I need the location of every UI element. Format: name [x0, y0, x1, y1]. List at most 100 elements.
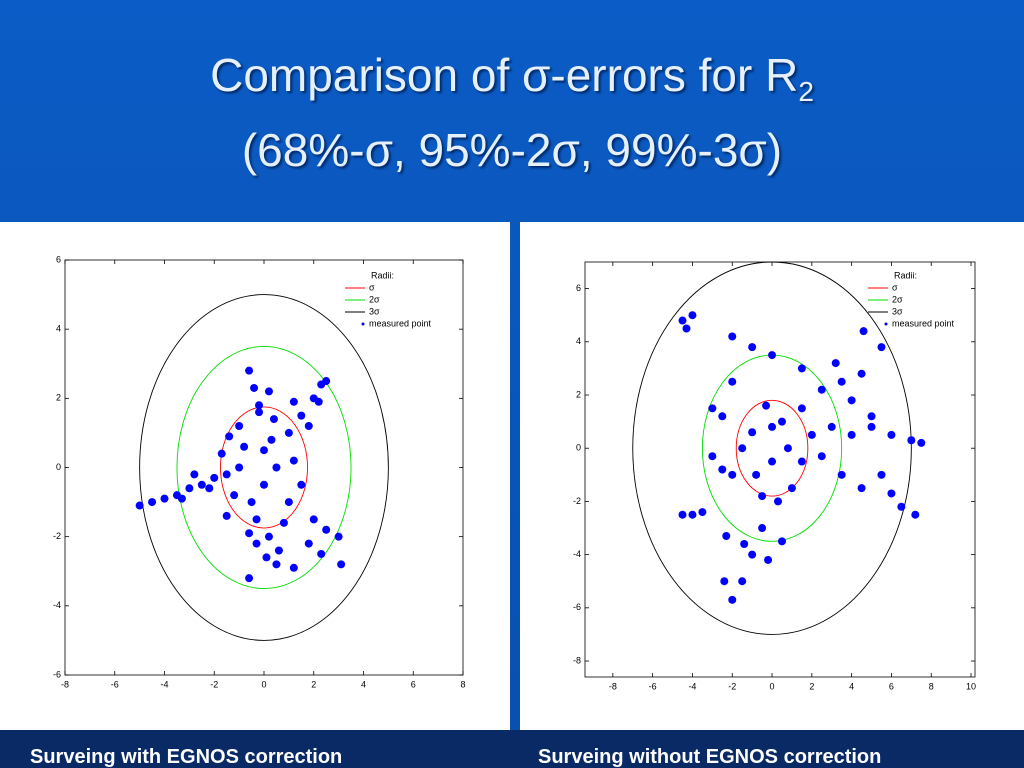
measured-point: [262, 553, 271, 562]
legend-swatch: [361, 322, 365, 326]
measured-point: [264, 532, 273, 541]
measured-point: [177, 494, 186, 503]
measured-point: [309, 515, 318, 524]
measured-point: [728, 377, 737, 386]
measured-point: [877, 343, 886, 352]
measured-point: [289, 397, 298, 406]
measured-point: [857, 484, 866, 493]
measured-point: [797, 457, 806, 466]
y-tick-label: -2: [53, 531, 61, 541]
measured-point: [210, 473, 219, 482]
slide-title: Comparison of σ-errors for R2 (68%-σ, 95…: [0, 46, 1024, 179]
measured-point: [235, 463, 244, 472]
measured-point: [708, 404, 717, 413]
measured-point: [867, 422, 876, 431]
y-tick-label: -2: [573, 496, 581, 506]
measured-point: [748, 428, 757, 437]
measured-point: [722, 532, 731, 541]
measured-point: [907, 436, 916, 445]
measured-point: [322, 377, 331, 386]
measured-point: [698, 508, 707, 517]
measured-point: [135, 501, 144, 510]
measured-point: [682, 324, 691, 333]
measured-point: [272, 560, 281, 569]
measured-point: [197, 480, 206, 489]
caption: Surveing with EGNOS correction: [30, 746, 343, 768]
x-tick-label: -8: [609, 681, 617, 691]
measured-point: [758, 524, 767, 533]
x-tick-label: 0: [770, 681, 775, 691]
legend-label: 3σ: [892, 306, 903, 316]
legend-label: 3σ: [369, 306, 380, 316]
y-tick-label: 2: [56, 393, 61, 403]
radius-circle: [176, 346, 352, 589]
measured-point: [764, 555, 773, 564]
panel: [520, 222, 1024, 730]
measured-point: [304, 422, 313, 430]
x-tick-label: -4: [688, 681, 696, 691]
x-tick-label: -8: [61, 679, 69, 689]
x-tick-label: 0: [261, 679, 266, 689]
measured-point: [859, 327, 868, 336]
measured-point: [284, 498, 293, 507]
measured-point: [245, 529, 254, 538]
x-tick-label: 4: [849, 681, 854, 691]
y-tick-label: 4: [576, 336, 581, 346]
measured-point: [217, 449, 226, 458]
measured-point: [264, 387, 273, 396]
measured-point: [837, 470, 846, 479]
measured-point: [297, 480, 306, 489]
measured-point: [260, 480, 268, 489]
legend-title: Radii:: [894, 270, 917, 280]
legend-label: σ: [369, 282, 375, 292]
subtitle: (68%-σ, 95%-2σ, 99%-3σ): [241, 124, 783, 177]
measured-point: [250, 383, 259, 392]
measured-point: [235, 422, 244, 430]
measured-point: [247, 498, 256, 507]
caption: Surveing without EGNOS correction: [538, 746, 882, 768]
measured-point: [831, 359, 840, 368]
measured-point: [728, 595, 737, 604]
measured-point: [334, 532, 343, 541]
measured-point: [337, 560, 346, 569]
measured-point: [718, 412, 727, 421]
radius-circle: [139, 294, 389, 641]
measured-point: [255, 408, 264, 417]
measured-point: [289, 563, 298, 572]
measured-point: [260, 446, 268, 455]
measured-point: [688, 510, 697, 519]
legend-label: σ: [892, 282, 898, 292]
measured-point: [240, 442, 249, 451]
measured-point: [740, 539, 749, 548]
measured-point: [807, 430, 816, 439]
measured-point: [267, 435, 276, 444]
measured-point: [245, 574, 254, 583]
measured-point: [728, 332, 737, 341]
x-tick-label: -6: [649, 681, 657, 691]
measured-point: [148, 498, 157, 507]
measured-point: [827, 422, 836, 431]
measured-point: [272, 463, 281, 472]
measured-point: [304, 539, 313, 548]
measured-point: [678, 316, 687, 325]
measured-point: [688, 311, 697, 320]
measured-point: [708, 452, 717, 461]
measured-point: [245, 366, 254, 375]
measured-point: [317, 549, 326, 558]
measured-point: [269, 415, 278, 424]
x-tick-label: 8: [460, 679, 465, 689]
measured-point: [230, 491, 239, 500]
measured-point: [205, 484, 214, 493]
measured-point: [777, 537, 786, 546]
y-tick-label: -8: [573, 655, 581, 665]
measured-point: [762, 401, 771, 410]
title-text: Comparison of σ-errors for R: [210, 49, 799, 101]
y-tick-label: -6: [53, 669, 61, 679]
measured-point: [279, 518, 288, 527]
measured-point: [768, 457, 777, 466]
radius-circle: [735, 399, 809, 497]
measured-point: [222, 511, 231, 520]
measured-point: [225, 432, 234, 441]
x-tick-label: 10: [966, 681, 976, 691]
